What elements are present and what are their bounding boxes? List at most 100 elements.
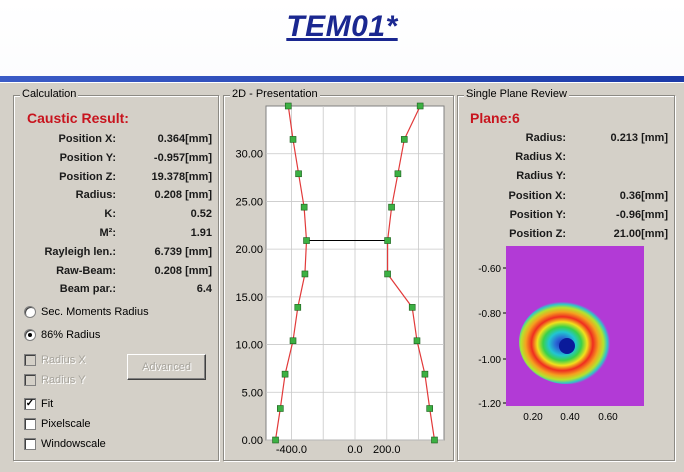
x-tick-label: 0.20	[523, 412, 543, 423]
y-tick-label: 20.00	[235, 244, 263, 256]
fit-checkbox[interactable]: ✓ Fit	[24, 398, 53, 410]
plane-value: 0.213 [mm]	[610, 132, 668, 144]
data-point-marker	[295, 170, 302, 178]
plane-result-row: Radius: 0.213 [mm]	[458, 132, 674, 146]
checkbox-box[interactable]	[24, 418, 36, 430]
presentation-group-label: 2D - Presentation	[230, 88, 320, 100]
radio-button-selected[interactable]	[24, 329, 36, 341]
data-point-marker	[388, 203, 395, 211]
presentation-group: 2D - Presentation 0.00 5.00 10.00 15.00 20.0…	[223, 88, 454, 461]
calculation-group: Calculation Caustic Result: Position X: 0…	[13, 88, 219, 461]
result-label: Rayleigh len.:	[44, 245, 116, 258]
result-value: 0.208 [mm]	[154, 264, 212, 277]
result-value: 6.4	[196, 283, 212, 296]
checkbox-box[interactable]	[24, 438, 36, 450]
data-point-marker	[426, 405, 433, 412]
data-point-marker	[289, 136, 297, 143]
86-percent-radius-option[interactable]: 86% Radius	[24, 329, 100, 341]
caustic-result-row: Raw-Beam: 0.208 [mm]	[14, 265, 218, 279]
caustic-result-row: K: 0.52	[14, 208, 218, 222]
data-point-marker	[300, 203, 308, 211]
caustic-result-row: Rayleigh len.: 6.739 [mm]	[14, 246, 218, 260]
radius-y-label: Radius Y	[41, 374, 86, 386]
checkbox-box[interactable]	[24, 354, 36, 366]
beam-center	[559, 338, 575, 354]
y-tick-label: -1.00	[478, 355, 501, 366]
plane-result-row: Position Z: 21.00[mm]	[458, 228, 674, 242]
data-point-marker	[400, 136, 408, 143]
data-point-marker	[303, 237, 310, 244]
x-tick-label: 0.40	[560, 412, 580, 423]
plane-result-row: Position X: 0.36[mm]	[458, 190, 674, 204]
data-point-marker	[384, 237, 391, 244]
data-point-marker	[421, 370, 429, 378]
x-tick-label: 0.60	[598, 412, 618, 423]
y-tick-label: 15.00	[235, 292, 263, 304]
radius-x-label: Radius X	[41, 354, 86, 366]
result-label: Raw-Beam:	[56, 264, 116, 277]
slide-title: TEM01*	[286, 10, 398, 43]
data-point-marker	[431, 436, 438, 444]
result-value: 19.378[mm]	[151, 170, 212, 183]
y-tick-label: -0.60	[478, 264, 501, 275]
x-tick-label: -400.0	[276, 444, 307, 456]
checkbox-box[interactable]: ✓	[24, 398, 36, 410]
windowscale-label: Windowscale	[41, 438, 106, 450]
caustic-result-row: Radius: 0.208 [mm]	[14, 189, 218, 203]
result-value: -0.957[mm]	[153, 151, 212, 164]
windowscale-checkbox[interactable]: Windowscale	[24, 438, 106, 450]
single-plane-group: Single Plane Review Plane:6 Radius: 0.213…	[457, 88, 675, 461]
plane-result-row: Radius X:	[458, 151, 674, 165]
plane-label: Position Y:	[509, 208, 566, 221]
result-value: 1.91	[190, 227, 212, 239]
data-point-marker	[289, 337, 297, 345]
title-bar-accent	[0, 76, 684, 82]
fit-label: Fit	[41, 398, 54, 410]
y-tick-label: -0.80	[478, 309, 501, 320]
radio-button[interactable]	[24, 306, 36, 318]
plane-label: Position Z:	[509, 228, 566, 240]
y-tick-label: 10.00	[235, 340, 263, 352]
result-label: Beam par.:	[59, 283, 116, 296]
data-point-marker	[301, 270, 309, 278]
radius-x-checkbox[interactable]: Radius X	[24, 354, 86, 366]
checkbox-box[interactable]	[24, 374, 36, 386]
radius-y-checkbox[interactable]: Radius Y	[24, 374, 85, 386]
calculation-group-label: Calculation	[20, 88, 79, 100]
caustic-result-row: Position Z: 19.378[mm]	[14, 171, 218, 185]
single-plane-group-label: Single Plane Review	[464, 88, 569, 100]
plane-label: Radius X:	[515, 151, 566, 164]
y-tick-label: 5.00	[242, 387, 263, 399]
plane-value: 21.00[mm]	[613, 228, 668, 240]
data-point-marker	[416, 102, 424, 110]
y-tick-label: 30.00	[235, 149, 263, 161]
caustic-result-row: M²: 1.91	[14, 227, 218, 241]
caustic-result-row: Position X: 0.364[mm]	[14, 133, 218, 147]
pixelscale-label: Pixelscale	[41, 418, 91, 430]
result-value: 0.52	[190, 208, 212, 221]
result-label: Radius:	[75, 189, 116, 202]
plane-label: Position X:	[508, 189, 566, 202]
y-tick-label: -1.20	[478, 399, 501, 410]
y-tick-label: 25.00	[235, 196, 263, 208]
caustic-result-row: Beam par.: 6.4	[14, 283, 218, 297]
86-percent-radius-label: 86% Radius	[41, 329, 101, 341]
data-point-marker	[281, 370, 289, 378]
result-value: 6.739 [mm]	[154, 245, 212, 258]
result-value: 0.364[mm]	[157, 133, 212, 145]
data-point-marker	[272, 436, 279, 444]
caustic-result-row: Position Y: -0.957[mm]	[14, 152, 218, 166]
caustic-chart[interactable]: 0.00 5.00 10.00 15.00 20.00 25.00 30.00 -400.0 0…	[224, 102, 453, 458]
data-point-marker	[284, 102, 292, 110]
data-point-marker	[408, 304, 416, 311]
advanced-button[interactable]: Advanced	[127, 354, 206, 380]
beam-profile-image[interactable]: -0.60 -0.80 -1.00 -1.20 0.20 0.40 0.60	[462, 244, 662, 434]
plane-label: Radius Y:	[516, 170, 566, 183]
pixelscale-checkbox[interactable]: Pixelscale	[24, 418, 91, 430]
data-point-marker	[394, 170, 402, 178]
plane-label: Radius:	[525, 132, 566, 144]
result-label: M²:	[99, 227, 117, 239]
sec-moments-radius-option[interactable]: Sec. Moments Radius	[24, 306, 149, 318]
plane-heading: Plane:6	[470, 110, 520, 126]
result-label: Position X:	[58, 133, 116, 145]
